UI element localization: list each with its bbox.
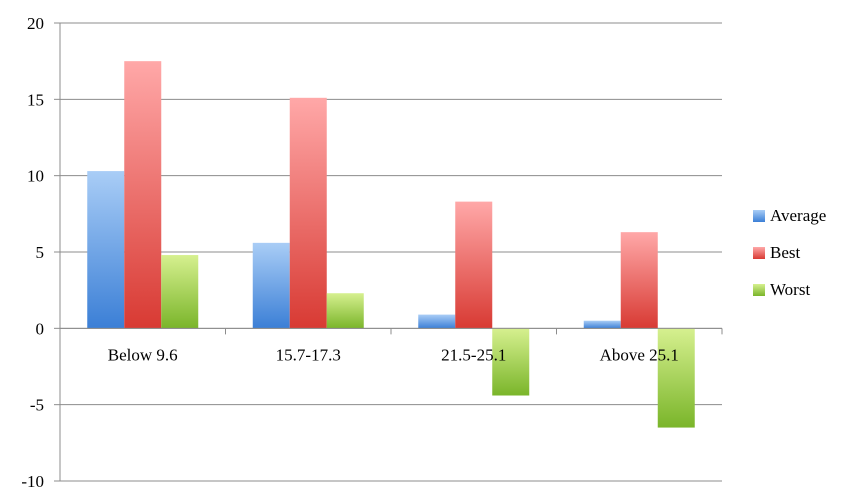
- y-tick-label: 0: [36, 319, 45, 338]
- legend-swatch-average: [753, 210, 765, 222]
- bar-worst: [161, 255, 199, 329]
- y-tick-label: -10: [21, 472, 44, 491]
- bar-worst: [326, 293, 364, 329]
- legend-swatch-best: [753, 247, 765, 259]
- y-tick-label: 15: [27, 90, 44, 109]
- x-tick-label: Below 9.6: [108, 345, 178, 364]
- x-tick-label: Above 25.1: [600, 345, 679, 364]
- legend: Average Best Worst: [753, 206, 826, 299]
- x-tick-label: 15.7-17.3: [276, 345, 341, 364]
- y-tick-label: 20: [27, 14, 44, 33]
- bar-average: [87, 171, 125, 329]
- y-tick-label: -5: [30, 396, 44, 415]
- bar-best: [455, 201, 493, 329]
- bars: [87, 61, 695, 428]
- x-axis: [59, 327, 723, 335]
- bar-best: [289, 97, 327, 329]
- y-tick-label: 10: [27, 167, 44, 186]
- y-tick-label: 5: [36, 243, 45, 262]
- bar-best: [124, 61, 162, 329]
- bar-worst: [492, 328, 530, 396]
- bar-worst: [657, 328, 695, 428]
- bar-average: [252, 242, 290, 329]
- bar-average: [583, 320, 621, 329]
- legend-label-worst: Worst: [770, 280, 810, 299]
- bar-average: [418, 314, 456, 329]
- legend-label-best: Best: [770, 243, 801, 262]
- x-axis-labels: Below 9.6 15.7-17.3 21.5-25.1 Above 25.1: [108, 345, 679, 364]
- legend-label-average: Average: [770, 206, 826, 225]
- x-tick-label: 21.5-25.1: [441, 345, 506, 364]
- legend-swatch-worst: [753, 284, 765, 296]
- y-axis: 20 15 10 5 0 -5 -10: [21, 14, 61, 491]
- bar-best: [620, 232, 658, 329]
